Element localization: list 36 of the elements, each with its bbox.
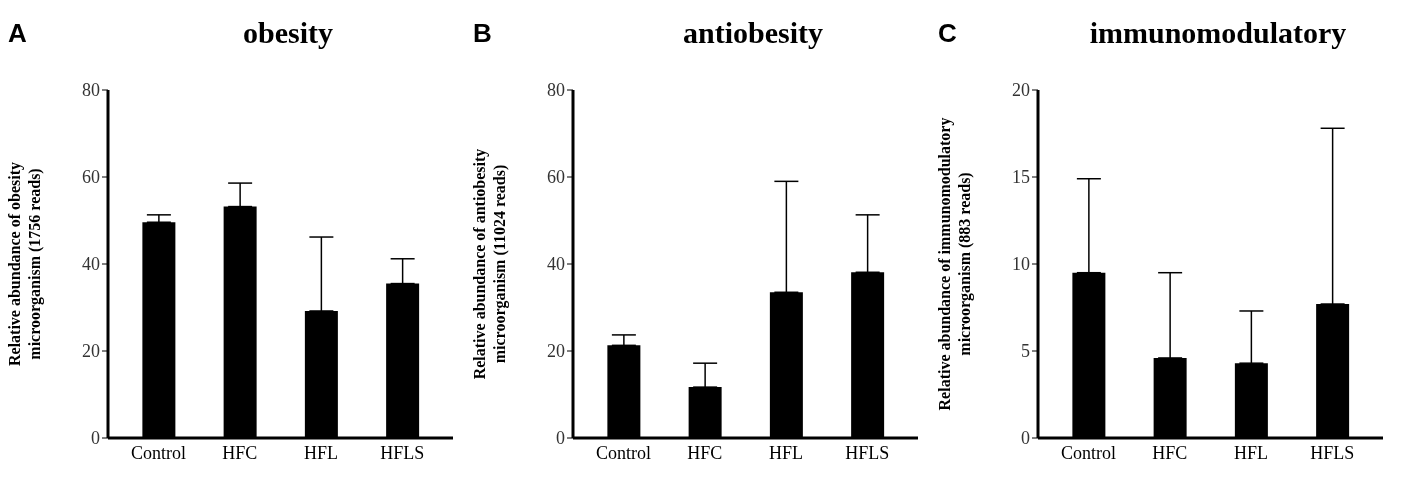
y-tick-label: 80	[82, 80, 100, 101]
y-axis-title: Relative abundance of antiobesity microorganism (11024 reads)	[471, 148, 509, 380]
y-tick-label: 10	[1012, 254, 1030, 275]
y-tick-label: 15	[1012, 167, 1030, 188]
text: C	[938, 18, 957, 49]
x-tick-label: HFLS	[380, 442, 425, 463]
x-tick-label: HFC	[1152, 442, 1188, 463]
y-tick-label: 80	[547, 80, 565, 101]
y-tick-label: 60	[82, 167, 100, 188]
y-axis-title: Relative abundance of immunomodulatory microorganism (883 reads)	[936, 117, 974, 411]
x-tick-label: HFL	[769, 442, 804, 463]
x-tick-label: HFL	[1234, 442, 1269, 463]
y-tick-label: 20	[1012, 80, 1030, 101]
x-tick-label: HFC	[222, 442, 258, 463]
x-tick-label: HFL	[304, 442, 339, 463]
chart-title: obesity	[242, 16, 334, 50]
chart-title: antiobesity	[682, 16, 824, 50]
x-tick-label: HFLS	[845, 442, 890, 463]
x-tick-label: HFC	[687, 442, 723, 463]
y-axis-title: Relative abundance of obesity microorganism (1756 reads)	[6, 162, 44, 366]
x-tick-label: Control	[131, 442, 187, 463]
text: B	[473, 18, 492, 49]
y-tick-label: 0	[1021, 428, 1030, 449]
y-tick-label: 0	[91, 428, 100, 449]
y-tick-label: 60	[547, 167, 565, 188]
x-tick-label: HFLS	[1310, 442, 1355, 463]
y-tick-label: 20	[82, 341, 100, 362]
y-tick-label: 40	[82, 254, 100, 275]
y-tick-label: 20	[547, 341, 565, 362]
y-tick-label: 0	[556, 428, 565, 449]
chart-title: immunomodulatory	[1088, 16, 1348, 50]
x-tick-label: Control	[1061, 442, 1117, 463]
x-tick-label: Control	[596, 442, 652, 463]
text: A	[8, 18, 27, 49]
y-tick-label: 40	[547, 254, 565, 275]
y-tick-label: 5	[1021, 341, 1030, 362]
